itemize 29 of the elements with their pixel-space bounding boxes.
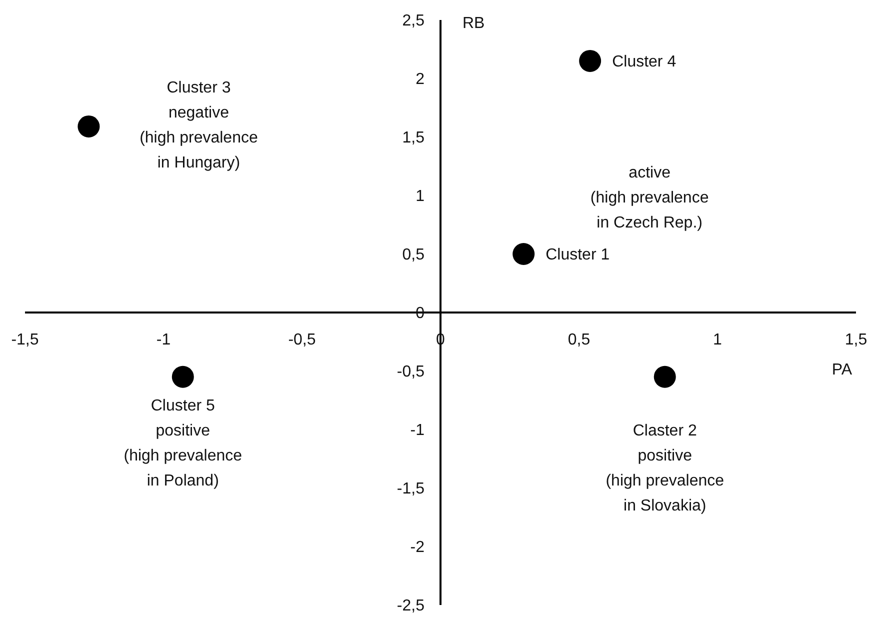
y-tick-label: 2,5 <box>402 12 425 30</box>
y-tick-label: -1 <box>410 422 425 440</box>
y-tick-label: 2 <box>416 71 425 88</box>
x-tick-label: -0,5 <box>288 332 316 348</box>
point <box>172 366 194 388</box>
y-tick-label: 1,5 <box>402 130 425 147</box>
y-tick-label: 1 <box>416 188 425 206</box>
x-tick-label: -1,5 <box>11 332 39 348</box>
point <box>654 366 676 388</box>
y-tick-label: -2,5 <box>396 598 425 615</box>
y-tick-label: -0,5 <box>396 364 425 381</box>
x-tick-label: 1,5 <box>844 332 868 348</box>
point <box>78 115 100 138</box>
annotation: Claster 2 positive (high prevalence in Slovakia) <box>606 422 724 514</box>
y-tick-label: -1,5 <box>396 480 425 498</box>
x-tick-label: 0,5 <box>568 332 590 348</box>
annotation: active (high prevalence in Czech Rep.) <box>590 164 709 232</box>
annotation: Cluster 4 <box>612 54 676 71</box>
x-tick-label: -1 <box>156 332 171 348</box>
x-tick-label: 1 <box>713 332 722 348</box>
point <box>579 50 602 72</box>
point <box>512 243 535 265</box>
y-tick-label: 0,5 <box>402 246 425 264</box>
annotation: Cluster 1 <box>546 246 610 264</box>
y-tick-label: -2 <box>410 539 425 556</box>
y-axis-title: RB <box>462 15 485 32</box>
annotation: Cluster 3 negative (high prevalence in Hungary) <box>140 80 258 172</box>
x-axis-title: PA <box>832 362 852 378</box>
annotation: Cluster 5 positive (high prevalence in Poland) <box>124 397 242 490</box>
